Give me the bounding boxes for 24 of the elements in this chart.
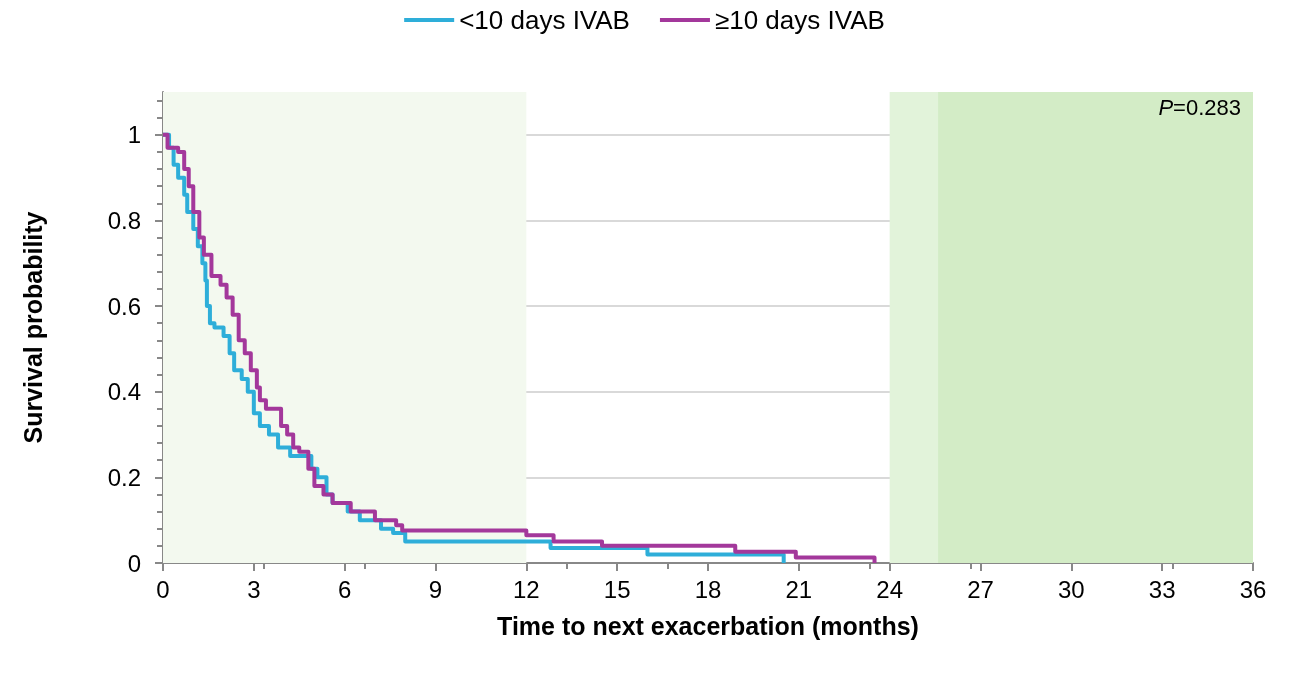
x-tick-label: 21 xyxy=(785,575,813,603)
y-tick-label: 0.2 xyxy=(107,463,141,491)
x-tick-label: 30 xyxy=(1057,575,1085,603)
y-tick-label: 0.4 xyxy=(107,378,141,406)
y-tick-label: 1 xyxy=(127,121,141,149)
x-tick-label: 9 xyxy=(428,575,443,603)
x-tick-label: 12 xyxy=(512,575,540,603)
y-tick-label: 0.8 xyxy=(107,206,141,234)
x-tick-label: 27 xyxy=(967,575,994,603)
legend-label: <10 days IVAB xyxy=(459,5,630,35)
legend-label: ≥10 days IVAB xyxy=(714,5,885,35)
x-tick-label: 15 xyxy=(603,575,631,603)
x-tick-label: 0 xyxy=(156,575,170,603)
y-tick-label: 0 xyxy=(127,549,141,577)
x-tick-label: 6 xyxy=(337,575,352,603)
y-tick-label: 0.6 xyxy=(107,292,141,320)
x-axis-title: Time to next exacerbation (months) xyxy=(497,611,919,640)
x-tick-label: 24 xyxy=(876,575,904,603)
x-tick-label: 33 xyxy=(1148,575,1176,603)
x-tick-label: 3 xyxy=(247,575,261,603)
annotation: P=0.283 xyxy=(1158,94,1241,120)
y-axis-title: Survival probability xyxy=(18,211,47,444)
x-tick-label: 18 xyxy=(694,575,722,603)
x-tick-label: 36 xyxy=(1239,575,1267,603)
